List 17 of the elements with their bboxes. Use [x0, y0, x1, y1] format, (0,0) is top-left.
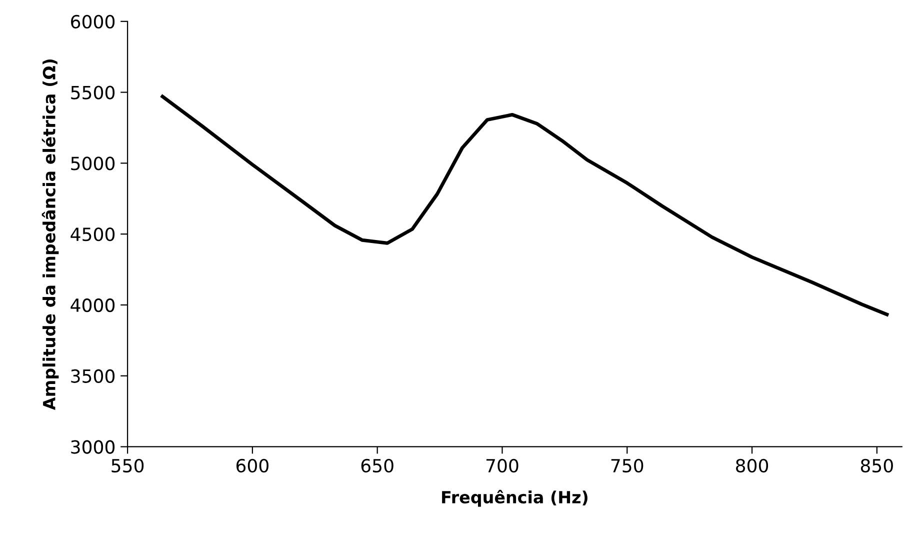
y-tick-label: 6000 [71, 14, 115, 29]
y-tick-label: 5000 [71, 156, 115, 170]
y-tick-label: 3000 [71, 440, 115, 454]
line-series [160, 94, 889, 316]
x-tick-label: 800 [736, 458, 768, 473]
x-tick-label: 700 [486, 458, 518, 473]
x-tick-label: 650 [361, 458, 394, 473]
x-tick-label: 550 [112, 458, 144, 473]
y-axis-title: Amplitude da impedância elétrica (Ω) [42, 59, 59, 410]
x-axis-title: Frequência (Hz) [442, 490, 588, 507]
x-tick-label: 850 [860, 458, 893, 473]
x-tick-label: 600 [236, 458, 268, 473]
y-tick-label: 3500 [71, 369, 115, 383]
y-tick-label: 4500 [70, 228, 115, 242]
y-tick-label: 5500 [71, 86, 115, 100]
x-tick-label: 750 [611, 458, 644, 473]
y-tick-label: 4000 [70, 298, 115, 312]
